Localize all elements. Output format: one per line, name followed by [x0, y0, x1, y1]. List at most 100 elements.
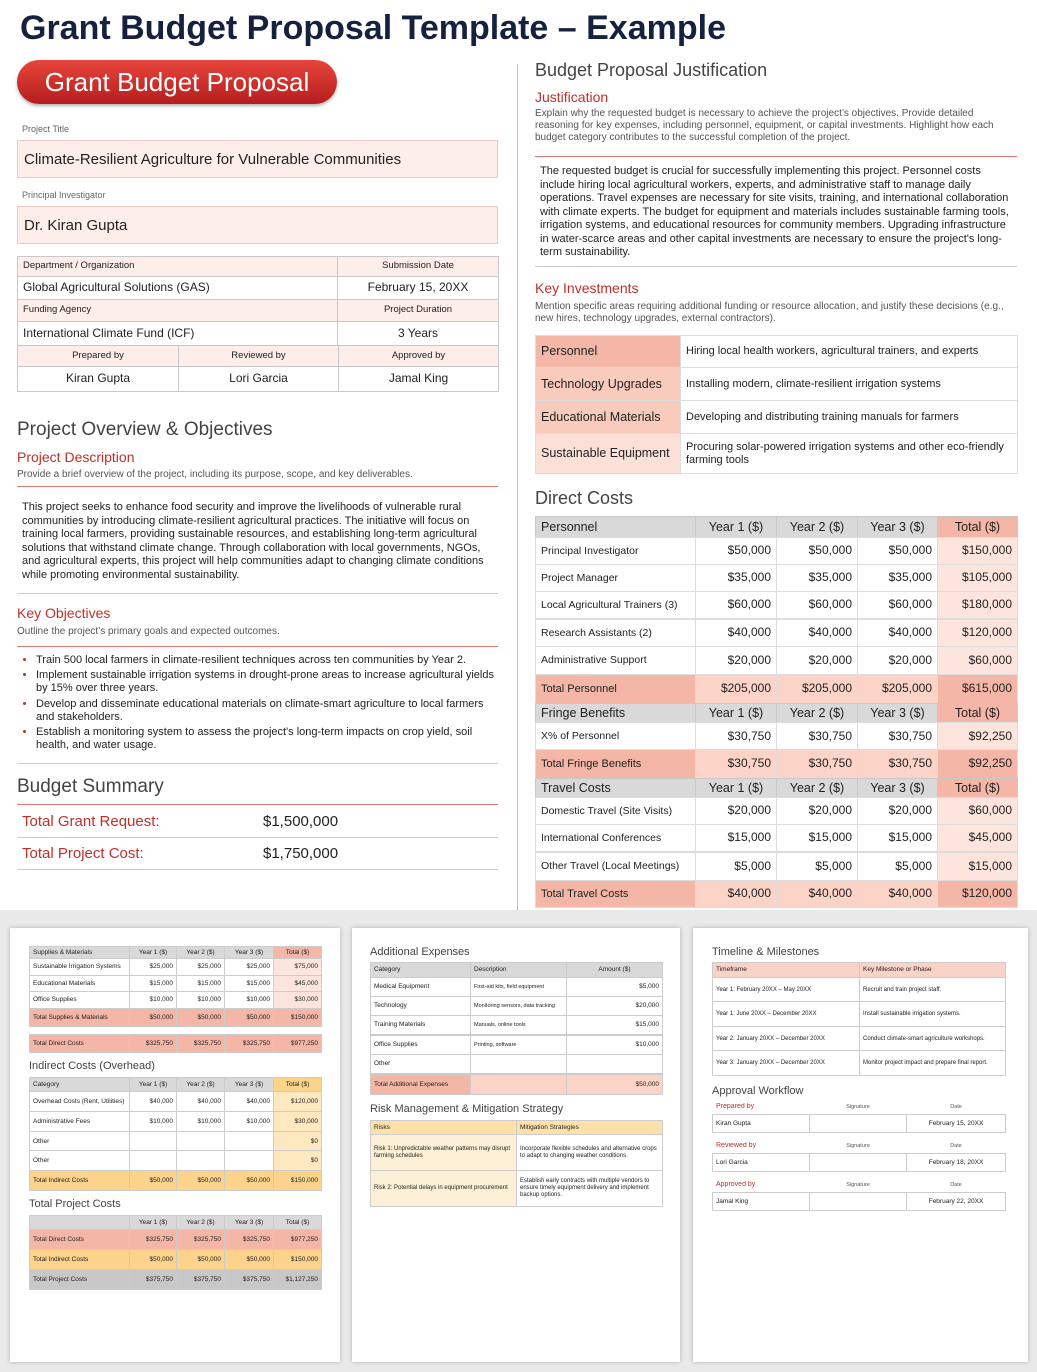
cost-cell: $120,000	[937, 619, 1018, 647]
cell: Year 3: January 20XX – December 20XX	[712, 1050, 860, 1076]
banner: Grant Budget Proposal	[17, 60, 337, 104]
objective: Train 500 local farmers in climate-resil…	[36, 654, 494, 667]
cost-cell: $60,000	[695, 591, 777, 619]
rule	[17, 763, 498, 764]
cost-header: Year 2 ($)	[776, 778, 858, 798]
cost-header: Total ($)	[937, 516, 1018, 538]
objective: Establish a monitoring system to assess …	[36, 726, 494, 752]
cost-cell: $20,000	[776, 646, 858, 675]
investment-cell: Hiring local health workers, agricultura…	[680, 335, 1018, 368]
cell: $50,000	[129, 1170, 177, 1191]
investment-cell: Developing and distributing training man…	[680, 400, 1018, 434]
cost-header: Year 3 ($)	[857, 516, 938, 538]
cell: $30,000	[273, 991, 322, 1009]
cell	[129, 1150, 177, 1171]
objective: Develop and disseminate educational mate…	[36, 698, 494, 724]
cost-cell: $105,000	[937, 564, 1018, 592]
cost-cell: $35,000	[857, 564, 938, 592]
cell: Total Additional Expenses	[370, 1074, 471, 1095]
investment-cell: Educational Materials	[535, 400, 681, 434]
cell: $150,000	[273, 1249, 322, 1270]
cell: $50,000	[566, 1074, 663, 1095]
cell: $40,000	[176, 1091, 225, 1112]
info-label: Project Duration	[337, 299, 499, 322]
cell: Medical Equipment	[370, 977, 471, 997]
cost-cell: Project Manager	[535, 564, 696, 592]
approval-cell: Kiran Gupta	[712, 1114, 810, 1133]
approval-label: Prepared by	[716, 1103, 755, 1111]
cost-cell: Administrative Support	[535, 646, 696, 675]
cost-header: Total ($)	[937, 778, 1018, 798]
cost-cell: $20,000	[857, 646, 938, 675]
cost-cell: $40,000	[695, 619, 777, 647]
cell: $10,000	[129, 991, 177, 1009]
approval-cell	[809, 1114, 907, 1133]
approval-label: Signature	[846, 1182, 870, 1189]
hint: Provide a brief overview of the project,…	[17, 469, 413, 480]
cost-cell: Research Assistants (2)	[535, 619, 696, 647]
cell: $120,000	[273, 1091, 322, 1112]
field-label: Project Title	[22, 124, 70, 134]
cell: Other	[370, 1054, 471, 1074]
approval-label: Approved by	[716, 1181, 756, 1189]
cell: $40,000	[129, 1091, 177, 1112]
cost-total: $40,000	[776, 880, 858, 908]
cost-total: $30,750	[695, 749, 777, 779]
cell: Monitoring sensors, data tracking	[470, 996, 567, 1016]
cost-cell: $20,000	[695, 797, 777, 825]
cell: Administrative Fees	[29, 1111, 130, 1132]
cost-cell: $60,000	[937, 797, 1018, 825]
cell: $150,000	[273, 1170, 322, 1191]
cell: $50,000	[176, 1249, 225, 1270]
mini-heading: Total Project Costs	[29, 1198, 121, 1210]
signoff-label: Reviewed by	[178, 345, 339, 367]
cell: $1,127,250	[273, 1269, 322, 1290]
cost-cell: $60,000	[857, 591, 938, 619]
cell: Year 1 ($)	[129, 1077, 177, 1092]
cost-cell: $30,750	[695, 722, 777, 751]
cell: $20,000	[566, 996, 663, 1016]
divider	[517, 64, 518, 910]
rule	[17, 837, 498, 838]
hint: Explain why the requested budget is nece…	[535, 108, 994, 143]
cell: $50,000	[176, 1170, 225, 1191]
approval-cell: February 18, 20XX	[906, 1153, 1006, 1172]
approval-cell: Jamal King	[712, 1192, 810, 1211]
field-box: Dr. Kiran Gupta	[17, 206, 498, 244]
summary-value: $1,500,000	[263, 813, 339, 830]
subheading: Project Description	[17, 449, 135, 465]
signoff-label: Prepared by	[17, 345, 179, 367]
cost-total: $30,750	[776, 749, 858, 779]
paragraph: The requested budget is crucial for succ…	[540, 165, 1009, 259]
cell: $10,000	[176, 991, 225, 1009]
cost-cell: $150,000	[937, 537, 1018, 565]
cell: $0	[273, 1150, 322, 1171]
cost-cell: $30,750	[857, 722, 938, 751]
approval-label: Signature	[846, 1104, 870, 1111]
cell: $325,750	[176, 1034, 225, 1053]
cost-header: Year 1 ($)	[695, 703, 777, 723]
cell	[470, 1074, 567, 1095]
cost-cell: $30,750	[776, 722, 858, 751]
cell: $25,000	[224, 958, 274, 976]
cost-cell: $50,000	[776, 537, 858, 565]
cost-header: Year 1 ($)	[695, 778, 777, 798]
investment-cell: Technology Upgrades	[535, 367, 681, 401]
approval-label: Signature	[846, 1143, 870, 1150]
cell: Year 2: January 20XX – December 20XX	[712, 1026, 860, 1052]
cell: Total Direct Costs	[29, 1034, 130, 1053]
cell: Total Direct Costs	[29, 1229, 130, 1250]
cell: $5,000	[566, 977, 663, 997]
cell: Mitigation Strategies	[516, 1120, 663, 1135]
cell: Office Supplies	[29, 991, 130, 1009]
hint: Mention specific areas requiring additio…	[535, 301, 1004, 324]
approval-cell: Lori Garcia	[712, 1153, 810, 1172]
page-title: Grant Budget Proposal Template – Example	[20, 9, 726, 47]
cell	[566, 1054, 663, 1074]
cost-cell: $5,000	[695, 852, 777, 881]
cell	[176, 1150, 225, 1171]
investment-cell: Sustainable Equipment	[535, 433, 681, 474]
summary-label: Total Project Cost:	[22, 845, 144, 862]
cell: Risks	[370, 1120, 517, 1135]
